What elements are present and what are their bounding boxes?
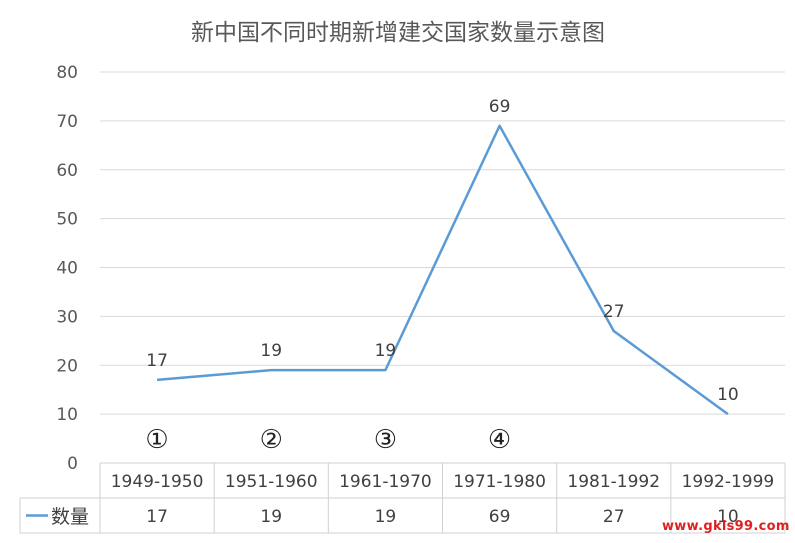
y-tick-label: 80 bbox=[56, 63, 78, 83]
data-table: 1949-1950 1951-1960 1961-1970 1971-1980 1981… bbox=[19, 462, 786, 534]
y-tick-label: 60 bbox=[56, 161, 78, 181]
annotation-marker: ③ bbox=[374, 425, 397, 455]
y-tick-label: 50 bbox=[56, 210, 78, 230]
grid-lines bbox=[100, 71, 785, 415]
x-category-label: 1981-1992 bbox=[567, 472, 660, 492]
data-label: 19 bbox=[375, 341, 397, 361]
y-tick-label: 10 bbox=[56, 405, 78, 425]
x-category-label: 1949-1950 bbox=[111, 472, 204, 492]
y-tick-label: 30 bbox=[56, 307, 78, 327]
data-label: 69 bbox=[489, 97, 511, 117]
data-label: 19 bbox=[260, 341, 282, 361]
x-category-label: 1971-1980 bbox=[453, 472, 546, 492]
annotation-marker: ② bbox=[260, 425, 283, 455]
annotation-marker: ④ bbox=[488, 425, 511, 455]
annotation-marker: ① bbox=[145, 425, 168, 455]
data-label: 10 bbox=[717, 385, 739, 405]
table-value-cell: 19 bbox=[375, 507, 397, 527]
y-tick-label: 40 bbox=[56, 259, 78, 279]
x-category-label: 1992-1999 bbox=[682, 472, 775, 492]
data-label: 17 bbox=[146, 351, 168, 371]
y-tick-label: 20 bbox=[56, 356, 78, 376]
legend-series-name: 数量 bbox=[51, 506, 89, 528]
table-value-cell: 27 bbox=[603, 507, 625, 527]
series-layer: 17 19 19 69 27 10 bbox=[146, 97, 739, 416]
watermark: www.gkls99.com bbox=[662, 519, 790, 534]
y-axis-ticks: 0 10 20 30 40 50 60 70 80 bbox=[56, 63, 78, 474]
table-value-cell: 17 bbox=[146, 507, 168, 527]
period-annotations: ① ② ③ ④ bbox=[145, 425, 511, 455]
x-category-label: 1961-1970 bbox=[339, 472, 432, 492]
x-category-label: 1951-1960 bbox=[225, 472, 318, 492]
data-label: 27 bbox=[603, 302, 625, 322]
table-value-cell: 10 bbox=[717, 507, 739, 527]
table-value-cell: 69 bbox=[489, 507, 511, 527]
series-line bbox=[156, 124, 729, 416]
y-tick-label: 0 bbox=[67, 454, 78, 474]
table-value-cell: 19 bbox=[260, 507, 282, 527]
chart-title: 新中国不同时期新增建交国家数量示意图 bbox=[191, 20, 605, 46]
y-tick-label: 70 bbox=[56, 112, 78, 132]
